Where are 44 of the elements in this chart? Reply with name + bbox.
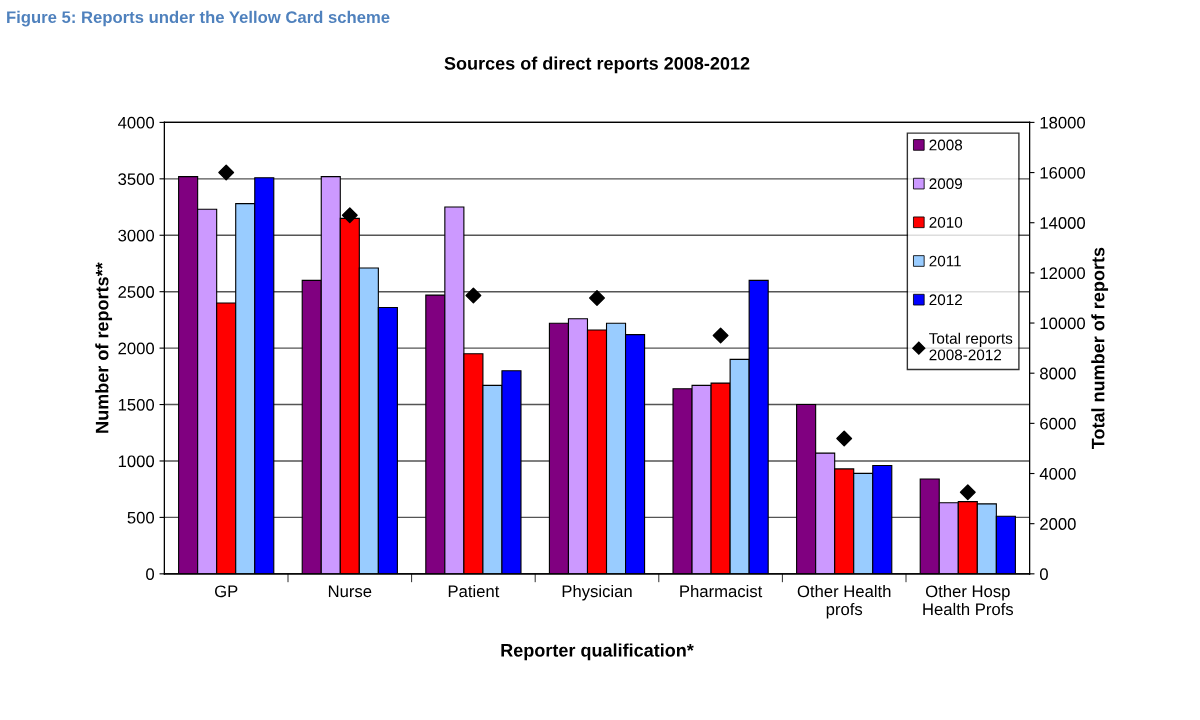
legend-label: Total reports 2008-2012 [929,332,1013,361]
y-axis-title: Number of reports** [95,262,113,433]
y-tick-label: 1000 [118,455,155,468]
point [589,289,605,306]
x-tick-label: Other Hosp Health Profs [923,584,1014,616]
y-tick-label: 2000 [118,342,155,355]
x-tick-label: GP [215,585,238,598]
legend-label: 2011 [929,255,961,267]
y2-tick-label: 2000 [1040,518,1076,530]
x-tick-label: Nurse [328,585,372,598]
y2-tick-label: 8000 [1040,367,1076,380]
point [959,484,976,501]
y2-tick-label: 12000 [1040,267,1086,280]
y2-axis-title: Total number of reports [1091,247,1109,450]
y-tick-label: 3000 [118,229,155,242]
y2-tick-label: 0 [1039,568,1048,581]
y-tick-label: 0 [146,568,155,581]
y-tick-label: 500 [127,511,155,524]
y2-tick-label: 6000 [1040,417,1076,430]
y2-tick-label: 16000 [1040,166,1086,179]
point [465,287,482,304]
point [712,327,729,344]
y2-tick-label: 10000 [1040,317,1086,330]
y-tick-label: 1500 [118,398,155,411]
x-tick-label: Patient [448,584,500,598]
chart-title: Sources of direct reports 2008-2012 [444,56,750,74]
y-tick-label: 4000 [117,116,155,129]
legend-label: 2009 [929,178,963,190]
y2-tick-label: 18000 [1040,116,1086,129]
y-tick-label: 2500 [118,286,155,298]
point [218,164,235,181]
legend-label: 2012 [929,294,962,306]
point [836,430,853,447]
caption: Figure 5: Reports under the Yellow Card scheme [7,10,390,27]
x-axis-title: Reporter qualification* [501,643,694,661]
y-tick-label: 3500 [118,173,155,186]
legend-label: 2008 [929,139,963,151]
y2-tick-label: 4000 [1039,467,1076,480]
x-tick-label: Physician [562,584,632,601]
point [341,207,358,224]
legend-label: 2010 [929,216,963,228]
x-tick-label: Other Health profs [797,584,891,619]
x-tick-label: Pharmacist [680,584,763,598]
y2-tick-label: 14000 [1040,217,1086,229]
